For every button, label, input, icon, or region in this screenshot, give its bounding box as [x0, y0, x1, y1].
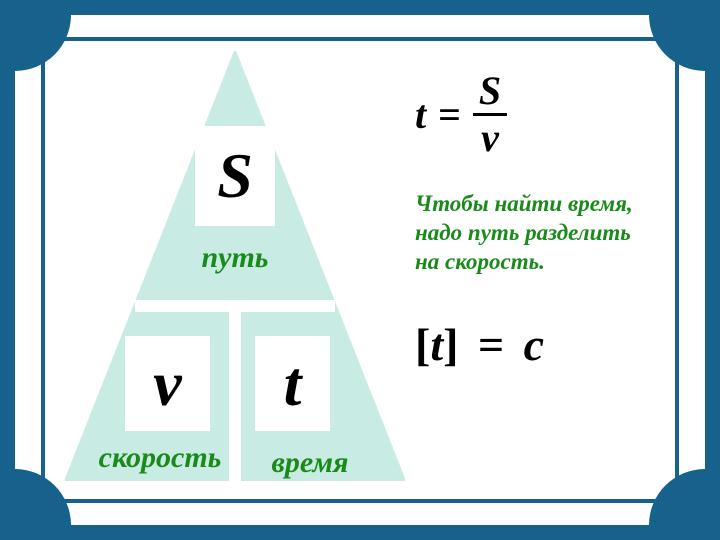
cell-speed-label: скорость	[80, 441, 240, 475]
formula-denominator: v	[475, 116, 505, 158]
outer-frame: S путь v скорость t время t = S v	[0, 0, 720, 540]
explanation-line-3: на скорость.	[415, 248, 685, 277]
cell-time-label: время	[240, 446, 380, 480]
inner-panel: S путь v скорость t время t = S v	[12, 12, 708, 528]
cell-time-symbol: t	[255, 336, 330, 431]
svt-triangle: S путь v скорость t время	[65, 51, 405, 481]
explanation-line-2: надо путь разделить	[415, 219, 685, 248]
left-bracket: [	[415, 319, 430, 370]
formula-lhs: t	[415, 91, 426, 138]
formula-unit: [t] = с	[415, 318, 685, 371]
cell-distance-symbol: S	[195, 126, 275, 226]
content-area: S путь v скорость t время t = S v	[45, 41, 675, 499]
right-bracket: ]	[443, 319, 458, 370]
unit-equals: =	[478, 319, 504, 370]
cell-speed-symbol: v	[125, 336, 210, 431]
formula-t-equals-s-over-v: t = S v	[415, 71, 685, 158]
unit-rhs: с	[524, 319, 544, 370]
explanation-line-1: Чтобы найти время,	[415, 190, 685, 219]
unit-var: t	[430, 319, 443, 370]
cell-distance-label: путь	[165, 241, 305, 275]
formula-fraction: S v	[473, 71, 507, 158]
explanation-text: Чтобы найти время, надо путь разделить н…	[415, 190, 685, 276]
formula-equals: =	[438, 91, 461, 138]
formula-numerator: S	[473, 71, 507, 113]
right-block: t = S v Чтобы найти время, надо путь раз…	[415, 71, 685, 371]
